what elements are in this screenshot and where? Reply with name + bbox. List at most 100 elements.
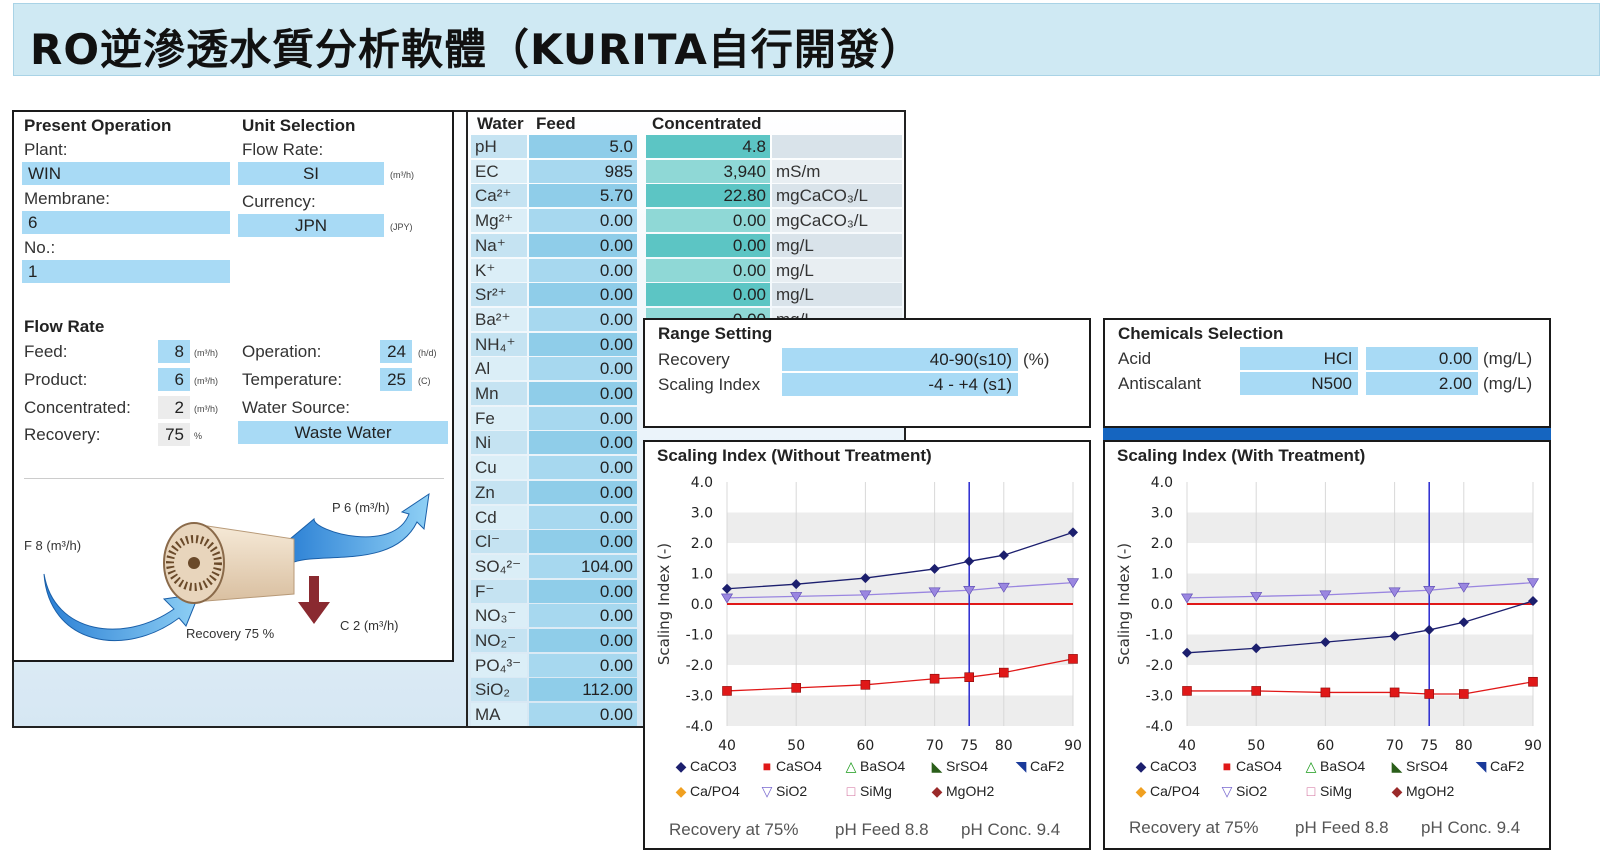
grid-band <box>727 573 1073 604</box>
water-row: Zn 0.00 <box>471 480 639 504</box>
flow-unit-select[interactable]: SI <box>238 162 384 185</box>
y-tick-label: -1.0 <box>686 628 713 644</box>
flow-unit-label: Flow Rate: <box>242 140 324 159</box>
water-feed-value[interactable]: 5.70 <box>529 184 637 208</box>
acid-dose-field[interactable]: 0.00 <box>1366 347 1478 370</box>
water-feed-value[interactable]: 0.00 <box>529 233 637 257</box>
y-tick-label: 3.0 <box>1151 506 1173 522</box>
water-feed-value[interactable]: 5.0 <box>529 135 637 158</box>
data-point-caco3 <box>1458 617 1469 628</box>
water-feed-value[interactable]: 0.00 <box>529 382 637 405</box>
water-unit: mg/L <box>772 258 902 282</box>
chart-title-without: Scaling Index (Without Treatment) <box>657 446 932 465</box>
no-field[interactable]: 1 <box>22 260 230 283</box>
water-feed-value[interactable]: 0.00 <box>529 456 637 480</box>
y-tick-label: 4.0 <box>1151 475 1173 491</box>
water-row: SO₄²⁻ 104.00 <box>471 554 639 578</box>
legend-marker-icon: ◆ <box>1135 758 1147 774</box>
water-feed-value[interactable]: 0.00 <box>529 258 637 282</box>
legend-item: ◆ Ca/PO4 <box>675 783 740 800</box>
data-point-caco3 <box>1424 624 1435 635</box>
legend-item: ▽ SiO2 <box>1221 783 1268 800</box>
water-row: Ni 0.00 <box>471 431 639 455</box>
legend-marker-icon: ◆ <box>1391 783 1403 799</box>
range-scaling-field[interactable]: -4 - +4 (s1) <box>782 373 1018 396</box>
water-feed-value[interactable]: 0.00 <box>529 357 637 381</box>
legend-item: □ SiMg <box>1305 783 1352 799</box>
feed-flow-label: F 8 (m³/h) <box>24 538 81 553</box>
antiscalant-select[interactable]: N500 <box>1240 372 1358 395</box>
water-feed-value[interactable]: 0.00 <box>529 480 637 504</box>
water-param-name: EC <box>471 159 527 183</box>
y-tick-label: 4.0 <box>691 475 713 491</box>
legend-marker-icon: ◣ <box>931 758 943 774</box>
data-point-caso4 <box>860 680 871 690</box>
water-feed-value[interactable]: 0.00 <box>529 307 637 331</box>
water-feed-value[interactable]: 0.00 <box>529 629 637 652</box>
antiscalant-dose-field[interactable]: 2.00 <box>1366 372 1478 395</box>
water-feed-value[interactable]: 0.00 <box>529 703 637 727</box>
y-tick-label: -3.0 <box>1146 689 1173 705</box>
water-unit: mgCaCO₃/L <box>772 184 902 208</box>
data-point-caso4 <box>1182 686 1192 696</box>
water-feed-value[interactable]: 0.00 <box>529 431 637 455</box>
water-feed-value[interactable]: 0.00 <box>529 283 637 307</box>
x-tick-label: 80 <box>1455 738 1473 754</box>
legend-marker-icon: ◥ <box>1475 758 1487 774</box>
grid-band <box>1187 482 1533 513</box>
acid-select[interactable]: HCl <box>1240 347 1358 370</box>
data-point-caco3 <box>998 550 1009 561</box>
water-row: pH 5.0 4.8 <box>471 135 902 158</box>
y-tick-label: 2.0 <box>691 536 713 552</box>
concentrated-label: Concentrated: <box>24 398 131 417</box>
data-point-caso4 <box>1424 689 1435 699</box>
water-row: NO₃⁻ 0.00 <box>471 604 639 628</box>
data-point-caco3 <box>929 563 940 574</box>
feed-field[interactable]: 8 <box>158 340 190 363</box>
water-feed-value[interactable]: 0.00 <box>529 209 637 233</box>
water-feed-value[interactable]: 0.00 <box>529 530 637 554</box>
water-row: Ca²⁺ 5.70 22.80 mgCaCO₃/L <box>471 184 902 208</box>
water-feed-value[interactable]: 985 <box>529 159 637 183</box>
grid-band <box>1187 512 1533 543</box>
legend-label: CaCO3 <box>1150 758 1197 774</box>
water-source-select[interactable]: Waste Water <box>238 421 448 444</box>
product-field[interactable]: 6 <box>158 368 190 391</box>
data-point-sio2 <box>1457 582 1470 593</box>
currency-select[interactable]: JPN <box>238 214 384 237</box>
legend-label: CaSO4 <box>776 758 822 774</box>
concentrate-arrow <box>298 576 330 624</box>
range-recovery-field[interactable]: 40-90(s10) <box>782 348 1018 371</box>
membrane-field[interactable]: 6 <box>22 211 230 234</box>
legend-marker-icon: ◣ <box>1391 758 1403 774</box>
grid-band <box>1187 543 1533 574</box>
scaling-chart-with: 40 50 60 70 75 80 90 4.0 3.0 2.0 1.0 0.0 -1.0 -2.0 -3.… <box>1115 475 1542 754</box>
y-tick-label: -2.0 <box>1146 658 1173 674</box>
temperature-field[interactable]: 25 <box>380 368 412 391</box>
footer-ph-conc-2: pH Conc. 9.4 <box>1421 818 1521 837</box>
water-param-name: Sr²⁺ <box>471 283 527 307</box>
y-tick-label: 1.0 <box>1151 567 1173 583</box>
range-setting-panel: Range Setting Recovery 40-90(s10) (%) Sc… <box>643 318 1091 428</box>
grid-band <box>1187 573 1533 604</box>
feed-label: Feed: <box>24 342 68 361</box>
plant-field[interactable]: WIN <box>22 162 230 185</box>
water-feed-value[interactable]: 0.00 <box>529 653 637 677</box>
water-feed-value[interactable]: 0.00 <box>529 505 637 529</box>
operation-field[interactable]: 24 <box>380 340 412 363</box>
legend-label: MgOH2 <box>1406 783 1455 799</box>
legend-label: SiMg <box>860 783 892 799</box>
legend-label: CaF2 <box>1030 758 1065 774</box>
water-feed-value[interactable]: 112.00 <box>529 678 637 702</box>
water-param-name: Fe <box>471 406 527 430</box>
water-feed-value[interactable]: 104.00 <box>529 554 637 578</box>
legend-label: SrSO4 <box>1406 758 1449 774</box>
water-row: Cd 0.00 <box>471 505 639 529</box>
x-tick-label: 50 <box>1247 738 1265 754</box>
water-feed-value[interactable]: 0.00 <box>529 406 637 430</box>
water-feed-value[interactable]: 0.00 <box>529 579 637 603</box>
legend-marker-icon: ■ <box>1222 758 1232 774</box>
water-feed-value[interactable]: 0.00 <box>529 332 637 356</box>
water-feed-value[interactable]: 0.00 <box>529 604 637 628</box>
conc-col-header: Concentrated <box>652 114 762 133</box>
